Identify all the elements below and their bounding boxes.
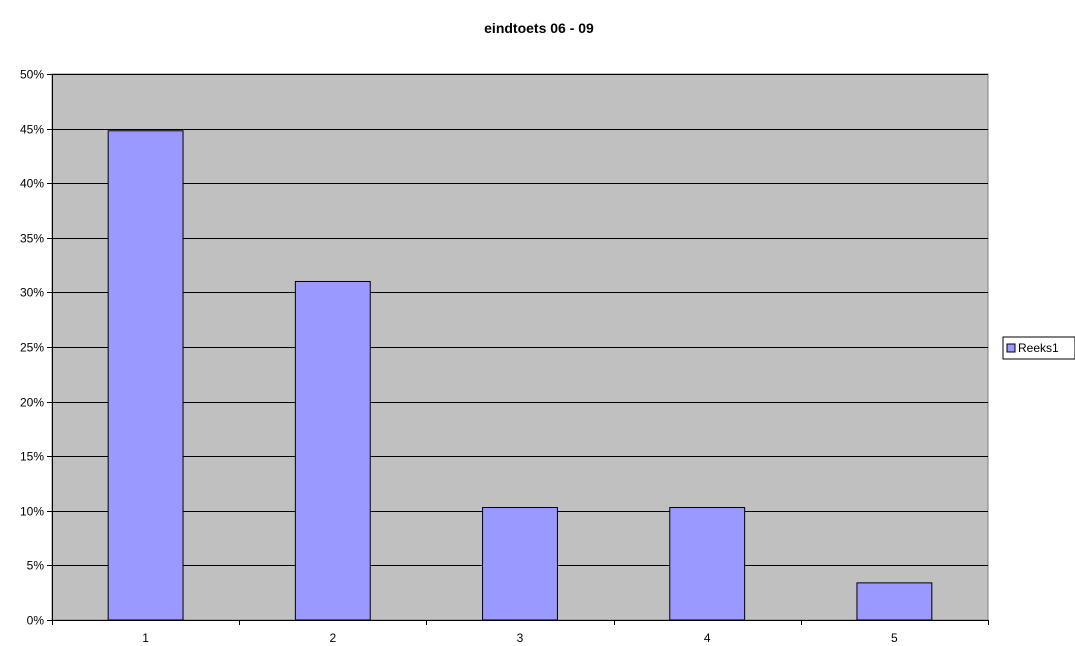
y-tick-label: 30%: [20, 286, 44, 300]
x-tick-label: 2: [329, 631, 336, 645]
bar-4: [669, 507, 746, 621]
y-tick-label: 40%: [20, 177, 44, 191]
bar-1: [107, 130, 184, 621]
legend-label: Reeks1: [1018, 341, 1059, 355]
legend-swatch: [1006, 343, 1016, 353]
bar-2: [294, 280, 371, 621]
y-tick-label: 15%: [20, 450, 44, 464]
x-tick-label: 5: [891, 631, 898, 645]
y-tick-label: 0%: [27, 614, 45, 628]
y-tick-label: 5%: [27, 559, 45, 573]
chart-title: eindtoets 06 - 09: [484, 20, 594, 36]
y-tick-label: 20%: [20, 396, 44, 410]
y-tick-label: 35%: [20, 232, 44, 246]
y-tick-label: 50%: [20, 68, 44, 82]
bar-3: [482, 507, 558, 621]
y-tick-label: 45%: [20, 123, 44, 137]
legend-box: [1002, 336, 1075, 360]
bar-5: [856, 582, 933, 621]
y-tick-label: 25%: [20, 341, 44, 355]
legend: Reeks1: [1002, 336, 1075, 360]
x-tick-label: 1: [142, 631, 149, 645]
plot-area: 0% 5% 10% 15% 20% 25% 30% 35% 40% 45% 50% 1 2 3 4 5: [20, 68, 989, 645]
x-tick-label: 4: [704, 631, 711, 645]
x-tick-label: 3: [517, 631, 524, 645]
y-tick-label: 10%: [20, 505, 44, 519]
